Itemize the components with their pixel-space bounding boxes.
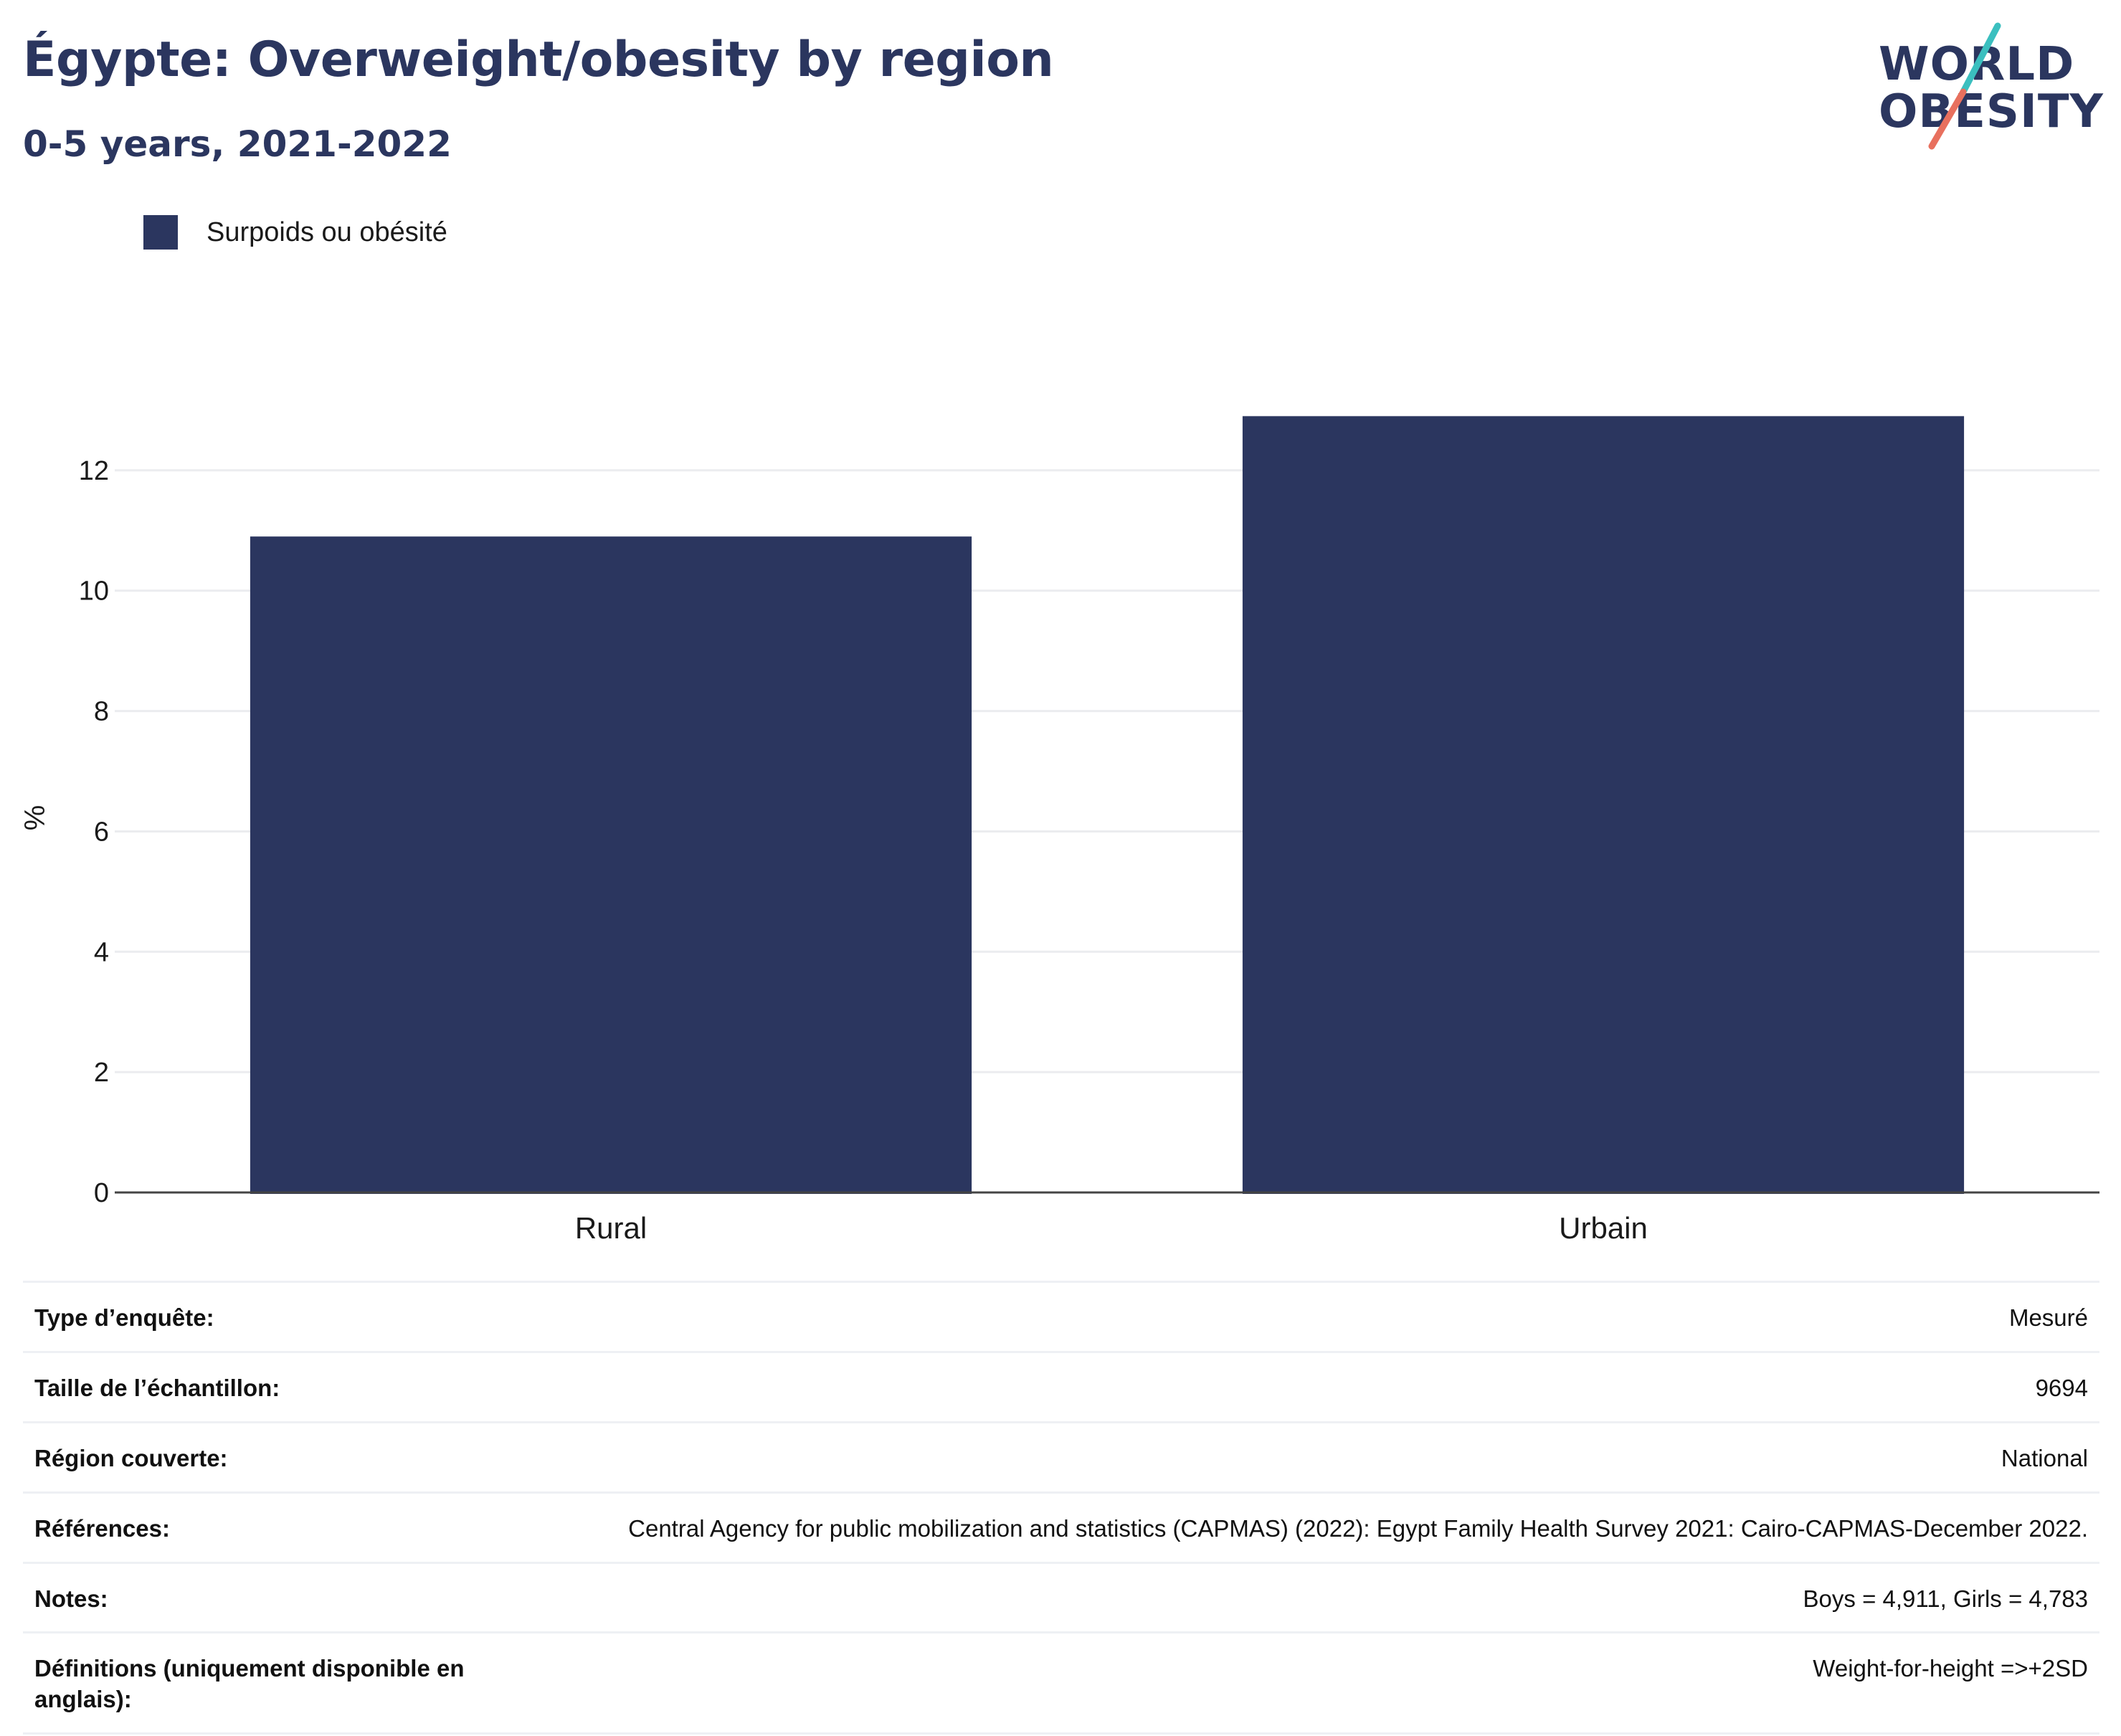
y-tick-label: 8 — [94, 697, 109, 727]
info-row: Taille de l’échantillon: 9694 — [23, 1353, 2099, 1423]
info-key: Région couverte: — [34, 1444, 228, 1471]
info-row: Type d’enquête: Mesuré — [23, 1283, 2099, 1353]
info-value: Boys = 4,911, Girls = 4,783 — [1803, 1585, 2088, 1612]
info-row: Région couverte: National — [23, 1423, 2099, 1494]
y-axis-title: % — [19, 805, 51, 831]
y-tick-label: 4 — [94, 937, 109, 967]
y-tick-label: 2 — [94, 1058, 109, 1088]
info-value: Weight-for-height =>+2SD — [1813, 1655, 2088, 1682]
survey-info-table: Type d’enquête: Mesuré Taille de l’échanti… — [23, 1281, 2099, 1735]
info-key: Références: — [34, 1514, 170, 1542]
page-subtitle: 0-5 years, 2021-2022 — [23, 123, 452, 165]
info-row: Références: Central Agency for public mob… — [23, 1494, 2099, 1564]
legend-swatch — [143, 215, 178, 250]
y-tick-label: 12 — [79, 456, 109, 486]
info-key: Notes: — [34, 1585, 108, 1612]
info-key: Définitions (uniquement disponible en an… — [34, 1655, 465, 1713]
x-tick-label: Rural — [575, 1211, 647, 1245]
legend-label: Surpoids ou obésité — [207, 217, 447, 247]
chart-legend[interactable]: Surpoids ou obésité — [143, 215, 447, 250]
info-key: Taille de l’échantillon: — [34, 1374, 280, 1401]
info-value: 9694 — [2035, 1374, 2088, 1401]
y-tick-label: 10 — [79, 577, 109, 607]
logo-slash-icon — [1928, 22, 2001, 150]
info-key: Type d’enquête: — [34, 1304, 214, 1331]
x-tick-label: Urbain — [1559, 1211, 1648, 1245]
world-obesity-logo: WORLD OBESITY — [1864, 22, 2108, 151]
page-title: Égypte: Overweight/obesity by region — [23, 32, 1054, 88]
info-value: Mesuré — [2008, 1304, 2088, 1331]
bar-chart: 0 2 4 6 8 10 12% Rural Urbain — [19, 416, 2099, 1245]
y-tick-label: 6 — [94, 817, 109, 847]
bar-urbain — [1242, 416, 1965, 1195]
bar-rural — [250, 536, 972, 1194]
logo-line-2: OBESITY — [1879, 85, 2104, 138]
y-tick-label: 0 — [94, 1178, 109, 1208]
info-row: Définitions (uniquement disponible en an… — [23, 1633, 2099, 1735]
info-row: Notes: Boys = 4,911, Girls = 4,783 — [23, 1564, 2099, 1634]
info-value: National — [2001, 1444, 2088, 1471]
info-value: Central Agency for public mobilization a… — [628, 1514, 2088, 1542]
